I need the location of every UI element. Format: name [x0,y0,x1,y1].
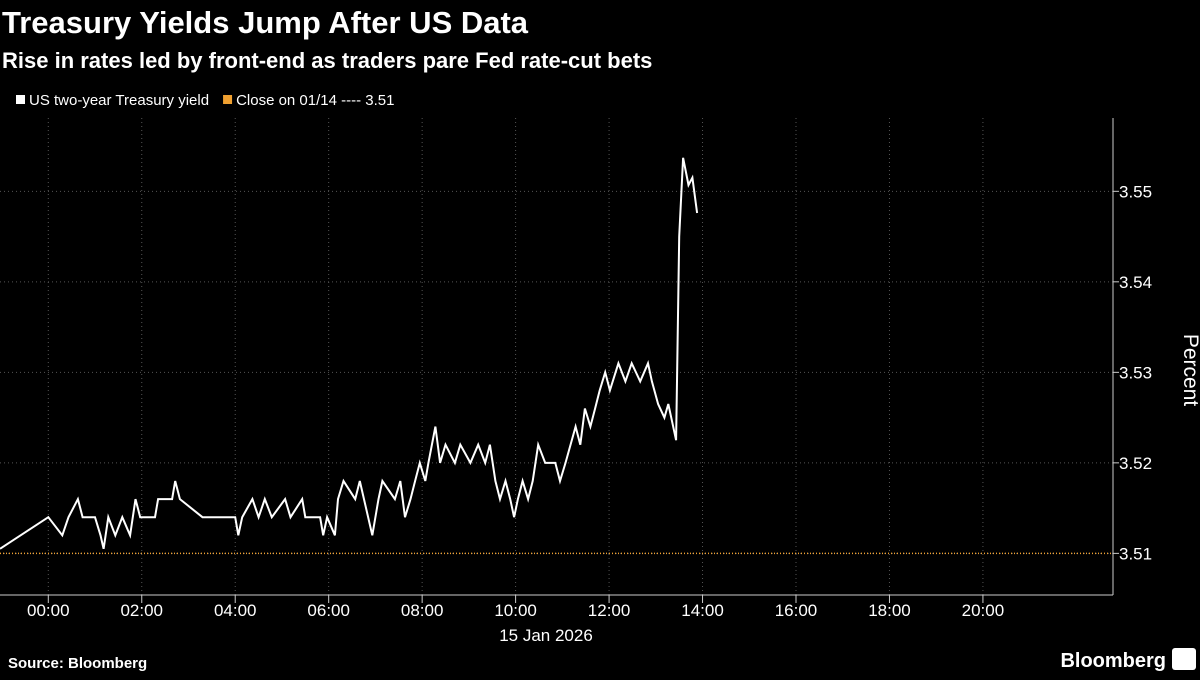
x-tick-label: 14:00 [681,601,724,620]
legend-label: US two-year Treasury yield [29,92,209,109]
x-tick-label: 02:00 [120,601,163,620]
x-tick-label: 04:00 [214,601,257,620]
x-tick-label: 16:00 [775,601,818,620]
x-tick-label: 12:00 [588,601,631,620]
source: Source: Bloomberg [8,655,147,672]
legend-label: Close on 01/14 ---- 3.51 [236,92,394,109]
chart-subtitle: Rise in rates led by front-end as trader… [2,48,652,73]
series-line [0,157,699,550]
x-tick-label: 18:00 [868,601,911,620]
legend-swatch [223,95,233,104]
y-axis-label: Percent [1179,334,1200,407]
x-tick-label: 08:00 [401,601,444,620]
y-tick-label: 3.52 [1119,454,1152,473]
brand-icon [1172,648,1196,670]
x-tick-label: 00:00 [27,601,70,620]
x-tick-label: 20:00 [962,601,1005,620]
x-axis-label: 15 Jan 2026 [499,626,593,645]
y-tick-label: 3.53 [1119,363,1152,382]
y-tick-label: 3.51 [1119,544,1152,563]
chart-title: Treasury Yields Jump After US Data [2,5,529,40]
y-tick-label: 3.55 [1119,182,1152,201]
legend-swatch [16,95,25,104]
brand: Bloomberg [1060,650,1166,672]
x-tick-label: 10:00 [494,601,537,620]
x-tick-label: 06:00 [307,601,350,620]
y-tick-label: 3.54 [1119,273,1152,292]
